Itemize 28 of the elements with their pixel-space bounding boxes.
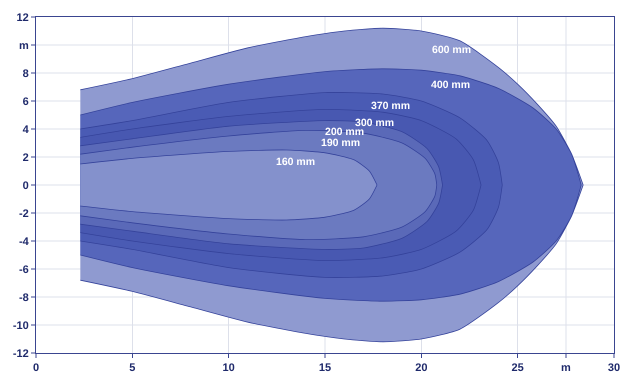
y-tick-label: -4 — [19, 236, 30, 248]
y-tick-label: 6 — [22, 96, 29, 108]
y-tick-label: -2 — [19, 208, 29, 220]
x-tick-label: 20 — [415, 362, 428, 374]
series-label: 600 mm — [432, 44, 472, 56]
x-tick-label: 30 — [608, 362, 620, 374]
y-tick-label: m — [19, 40, 30, 52]
x-tick-label: 0 — [32, 362, 40, 374]
series-label: 160 mm — [276, 156, 316, 168]
y-tick-label: -6 — [19, 264, 29, 276]
y-tick-label: 8 — [22, 68, 29, 80]
x-tick-label: 10 — [222, 362, 235, 374]
y-tick-label: 0 — [22, 180, 29, 192]
y-tick-label: -10 — [12, 320, 29, 332]
x-tick-label: 5 — [129, 362, 136, 374]
series-label: 300 mm — [355, 117, 394, 129]
y-tick-label: 4 — [22, 124, 30, 136]
x-tick-label: m — [560, 362, 571, 374]
series-label: 190 mm — [321, 137, 360, 149]
series-label: 400 mm — [431, 79, 470, 91]
y-tick-label: 12 — [16, 12, 29, 24]
y-tick-label: 2 — [22, 152, 29, 164]
series-label: 200 mm — [325, 126, 364, 138]
x-tick-label: 25 — [512, 362, 524, 374]
series-label: 370 mm — [371, 100, 410, 112]
y-tick-label: -12 — [12, 348, 29, 360]
y-tick-label: -8 — [19, 292, 29, 304]
x-tick-label: 15 — [318, 362, 332, 374]
